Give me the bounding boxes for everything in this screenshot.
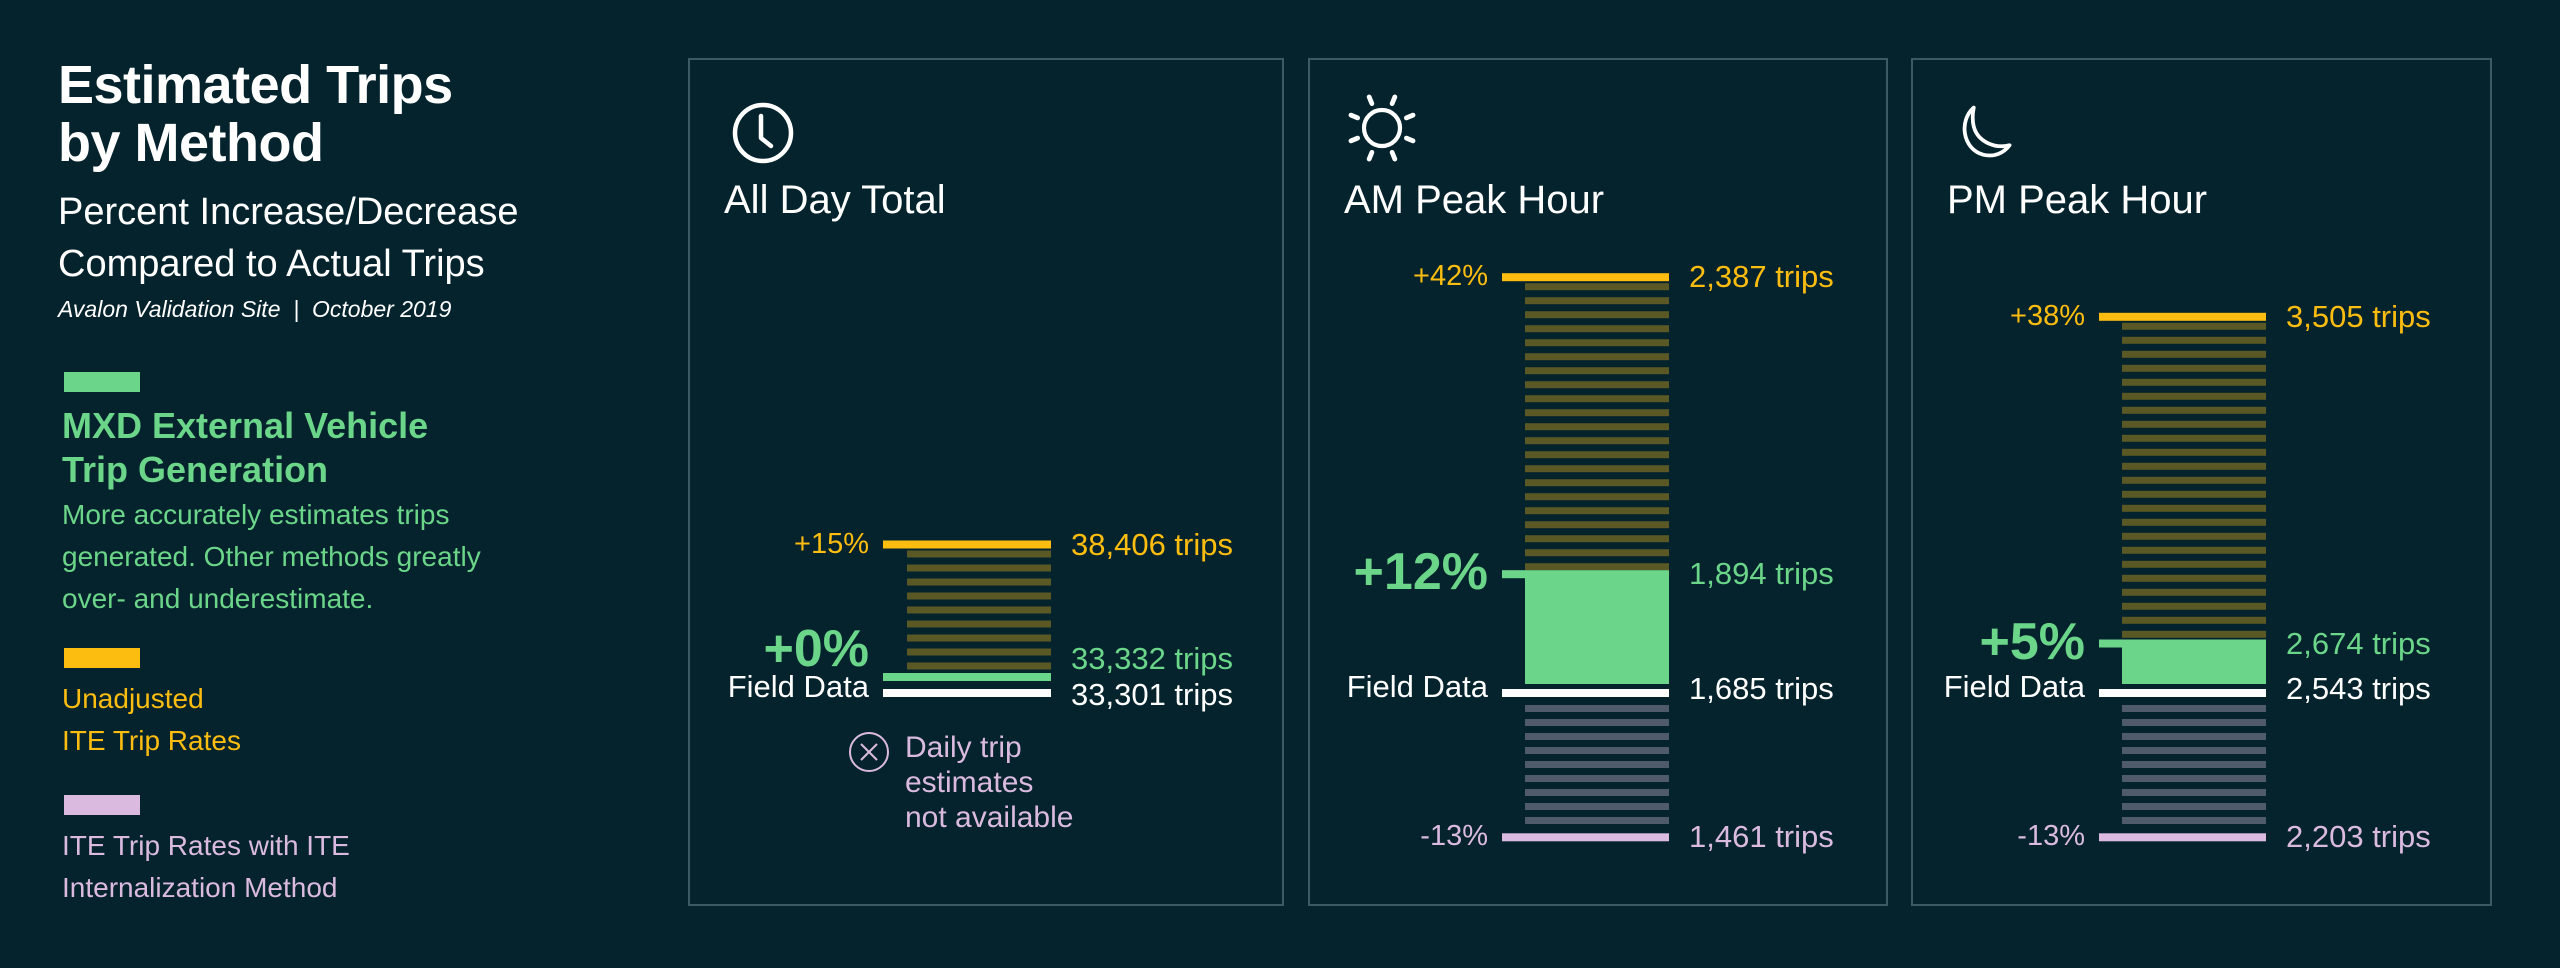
page-subtitle: Percent Increase/Decrease Compared to Ac…	[58, 186, 518, 290]
legend-mxd-desc-line-3: over- and underestimate.	[62, 583, 374, 614]
field-data-trips-label: 33,301 trips	[1071, 677, 1233, 712]
ite-trips-label: 3,505 trips	[2286, 298, 2431, 334]
sun-ray	[1389, 94, 1398, 107]
panel-am-peak-hour: AM Peak Hour	[1308, 58, 1888, 906]
subtitle-line-1: Percent Increase/Decrease	[58, 191, 519, 233]
sun-ray	[1348, 135, 1361, 144]
internal-trips-label: 2,203 trips	[2286, 819, 2431, 855]
title-line-1: Estimated Trips	[58, 55, 453, 115]
legend-int-line-2: Internalization Method	[62, 872, 338, 903]
legend-mxd-title: MXD External Vehicle Trip Generation	[62, 404, 428, 492]
sun-ray	[1366, 94, 1375, 107]
note-line-3: not available	[905, 801, 1074, 834]
not-available-icon	[849, 732, 889, 772]
ite-pct-label: +15%	[794, 527, 869, 560]
legend-ite-line-1: Unadjusted	[62, 683, 204, 714]
legend-ite-label: Unadjusted ITE Trip Rates	[62, 678, 241, 762]
mxd-pct-label: +0%	[763, 620, 869, 678]
mxd-trips-label: 1,894 trips	[1689, 556, 1834, 592]
sun-ray	[1366, 149, 1375, 162]
legend-swatch-internalization	[64, 795, 140, 815]
internal-pct-label: -13%	[2017, 820, 2085, 853]
legend-mxd-title-line-2: Trip Generation	[62, 449, 329, 490]
panel-title: All Day Total	[724, 178, 946, 222]
panel-all-day-total: All Day Total	[688, 58, 1284, 906]
note-line-2: estimates	[905, 766, 1034, 799]
panel-title: PM Peak Hour	[1947, 178, 2208, 222]
ite-trips-label: 38,406 trips	[1071, 526, 1233, 562]
field-data-label: Field Data	[1346, 669, 1488, 704]
legend-mxd-title-line-1: MXD External Vehicle	[62, 405, 429, 446]
note-line-1: Daily trip	[905, 731, 1022, 764]
title-line-2: by Method	[58, 113, 324, 173]
page-title: Estimated Trips by Method	[58, 56, 453, 172]
daily-estimates-not-available-note: Daily trip estimates not available	[905, 730, 1073, 835]
legend-swatch-ite	[64, 648, 140, 668]
mxd-pct-label: +12%	[1353, 543, 1488, 602]
field-data-trips-label: 1,685 trips	[1689, 671, 1834, 706]
mxd-pct-label: +5%	[1979, 612, 2085, 671]
legend-mxd-description: More accurately estimates trips generate…	[62, 494, 481, 620]
field-data-label: Field Data	[727, 669, 869, 704]
site-caption: Avalon Validation Site | October 2019	[58, 296, 452, 322]
legend-swatch-mxd	[64, 372, 140, 392]
sun-icon	[1348, 94, 1416, 162]
mxd-trips-label: 2,674 trips	[2286, 625, 2431, 661]
sun-ray	[1403, 135, 1416, 144]
panel-pm-peak-hour: PM Peak Hour	[1911, 58, 2492, 906]
internal-trips-label: 1,461 trips	[1689, 819, 1834, 855]
clock-icon	[732, 102, 794, 164]
legend-int-line-1: ITE Trip Rates with ITE	[62, 830, 350, 861]
legend-internalization-label: ITE Trip Rates with ITE Internalization …	[62, 825, 350, 909]
subtitle-line-2: Compared to Actual Trips	[58, 243, 485, 285]
legend-ite-line-2: ITE Trip Rates	[62, 725, 241, 756]
moon-icon	[1962, 105, 2012, 158]
ite-pct-label: +42%	[1413, 260, 1488, 293]
ite-trips-label: 2,387 trips	[1689, 259, 1834, 295]
internal-pct-label: -13%	[1420, 820, 1488, 853]
legend-mxd-desc-line-1: More accurately estimates trips	[62, 499, 450, 530]
ite-pct-label: +38%	[2010, 299, 2085, 332]
sun-ray	[1403, 112, 1416, 121]
field-data-label: Field Data	[1943, 669, 2085, 704]
field-data-trips-label: 2,543 trips	[2286, 671, 2431, 706]
legend-mxd-desc-line-2: generated. Other methods greatly	[62, 541, 481, 572]
sun-ray	[1348, 112, 1361, 121]
panel-title: AM Peak Hour	[1344, 178, 1605, 222]
sun-ray	[1389, 149, 1398, 162]
mxd-trips-label: 33,332 trips	[1071, 641, 1233, 676]
